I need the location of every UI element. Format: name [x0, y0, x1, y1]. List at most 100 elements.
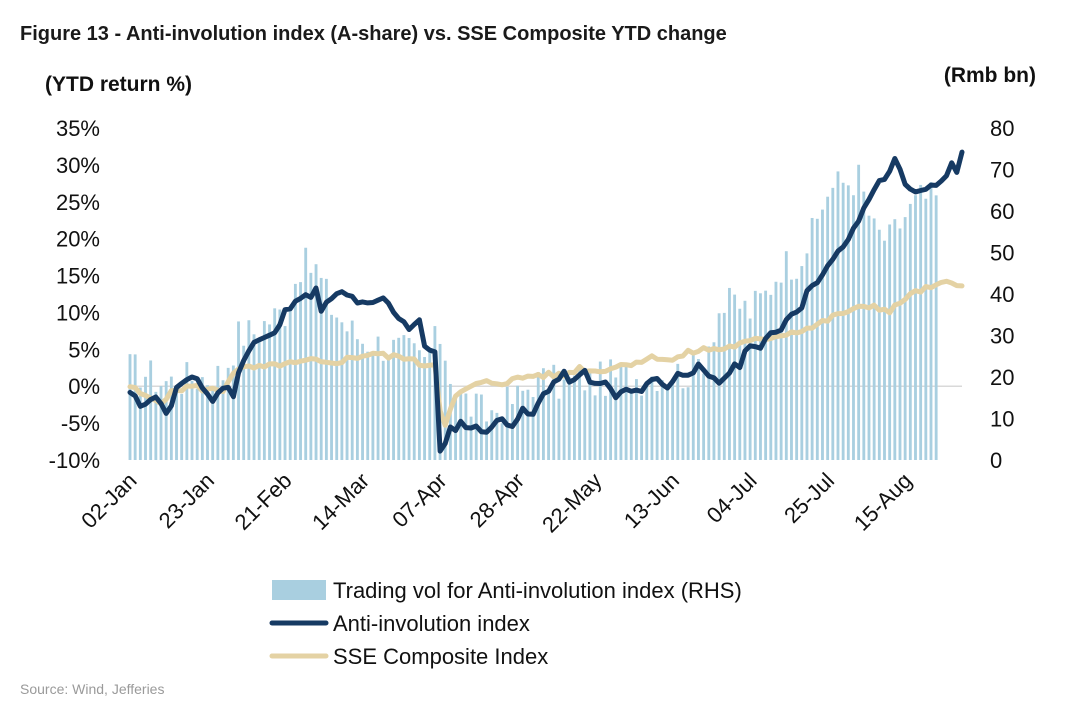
left-tick-label: 10% — [56, 300, 100, 325]
volume-bar — [273, 308, 277, 460]
volume-bar — [609, 359, 613, 460]
volume-bar — [914, 195, 917, 460]
volume-bar — [867, 215, 871, 460]
legend-label-volume: Trading vol for Anti-involution index (R… — [333, 578, 742, 603]
volume-bar — [872, 218, 876, 460]
volume-bar — [655, 390, 659, 460]
volume-bar — [629, 392, 633, 460]
volume-bar — [361, 343, 364, 460]
volume-bar — [841, 182, 845, 461]
right-tick-label: 70 — [990, 158, 1014, 183]
volume-bar — [893, 219, 897, 460]
volume-bar — [407, 338, 411, 460]
volume-bar — [350, 320, 354, 460]
volume-bar — [154, 391, 158, 460]
volume-bar — [645, 385, 649, 460]
volume-bar — [521, 390, 525, 460]
volume-bar — [423, 357, 426, 460]
volume-bar — [226, 367, 230, 460]
right-tick-label: 80 — [990, 116, 1014, 141]
volume-bar — [206, 385, 209, 460]
volume-bar — [635, 379, 638, 460]
volume-bar — [200, 377, 204, 460]
legend-label-sse: SSE Composite Index — [333, 644, 548, 669]
right-tick-label: 50 — [990, 241, 1014, 266]
volume-bar — [536, 372, 540, 460]
volume-bar — [624, 366, 628, 460]
left-axis-ticks: -10% -5% 0% 5% 10% 15% 20% 25% 30% 35% — [49, 116, 100, 473]
volume-bar — [852, 195, 855, 460]
volume-bar — [831, 187, 835, 460]
volume-bar — [826, 196, 830, 461]
volume-bar — [862, 191, 866, 460]
volume-bar — [934, 195, 938, 460]
volume-bar — [299, 282, 302, 460]
volume-bar — [660, 380, 664, 460]
volume-bar — [257, 338, 261, 460]
volume-bar — [335, 317, 339, 460]
volume-bar — [707, 346, 711, 460]
volume-bar — [593, 395, 597, 460]
volume-bar — [175, 391, 178, 460]
volume-bar — [924, 198, 928, 460]
volume-bar — [691, 350, 695, 460]
volume-bar — [417, 350, 421, 460]
volume-bar — [242, 345, 246, 460]
volume-bar — [821, 209, 824, 460]
right-tick-label: 0 — [990, 448, 1002, 473]
volume-bar — [810, 217, 814, 460]
volume-bar — [557, 398, 561, 460]
volume-bar — [283, 326, 287, 460]
volume-bar — [133, 354, 137, 460]
left-tick-label: 20% — [56, 227, 100, 252]
volume-bar — [319, 277, 323, 460]
volume-bar — [619, 366, 623, 460]
legend-label-anti-involution: Anti-involution index — [333, 611, 530, 636]
volume-bar — [795, 278, 799, 460]
volume-bar — [330, 314, 333, 460]
volume-bar — [304, 247, 308, 460]
x-tick-label: 04-Jul — [702, 468, 762, 528]
x-axis-ticks: 02-Jan 23-Jan 21-Feb 14-Mar 07-Apr 28-Apr 22-M… — [76, 468, 916, 538]
left-tick-label: -5% — [61, 411, 100, 436]
volume-bar — [686, 387, 690, 460]
x-tick-label: 28-Apr — [465, 468, 529, 532]
volume-bar — [769, 294, 773, 460]
left-tick-label: 30% — [56, 153, 100, 178]
volume-bar — [500, 423, 504, 460]
volume-bar — [402, 335, 406, 460]
volume-bar — [743, 300, 747, 460]
volume-bar — [216, 365, 220, 460]
volume-bar — [779, 282, 783, 460]
volume-bar — [790, 279, 793, 460]
volume-bar — [381, 360, 385, 460]
volume-bar — [774, 281, 778, 460]
left-tick-label: 5% — [68, 337, 100, 362]
volume-bar — [676, 363, 680, 460]
volume-bar — [128, 354, 132, 460]
volume-bar — [846, 185, 850, 460]
volume-bar — [397, 337, 401, 460]
volume-bar — [722, 312, 726, 460]
volume-bar — [888, 224, 892, 460]
volume-bar — [531, 397, 535, 460]
x-tick-label: 02-Jan — [76, 468, 141, 533]
volume-bar — [883, 240, 886, 460]
volume-bar — [366, 351, 370, 460]
volume-bar — [293, 283, 297, 460]
right-axis-ticks: 0 10 20 30 40 50 60 70 80 — [990, 116, 1014, 473]
volume-bar — [309, 272, 313, 460]
volume-bar — [919, 184, 923, 461]
volume-bar — [443, 360, 447, 460]
volume-bar — [583, 390, 587, 460]
volume-bar — [195, 388, 199, 460]
volume-bar — [800, 266, 804, 460]
volume-bar — [164, 381, 168, 460]
volume-bar — [149, 360, 153, 460]
volume-bar — [697, 359, 700, 460]
left-tick-label: 35% — [56, 116, 100, 141]
volume-bar — [185, 362, 189, 460]
volume-bar — [355, 339, 359, 460]
volume-bar — [278, 309, 282, 460]
